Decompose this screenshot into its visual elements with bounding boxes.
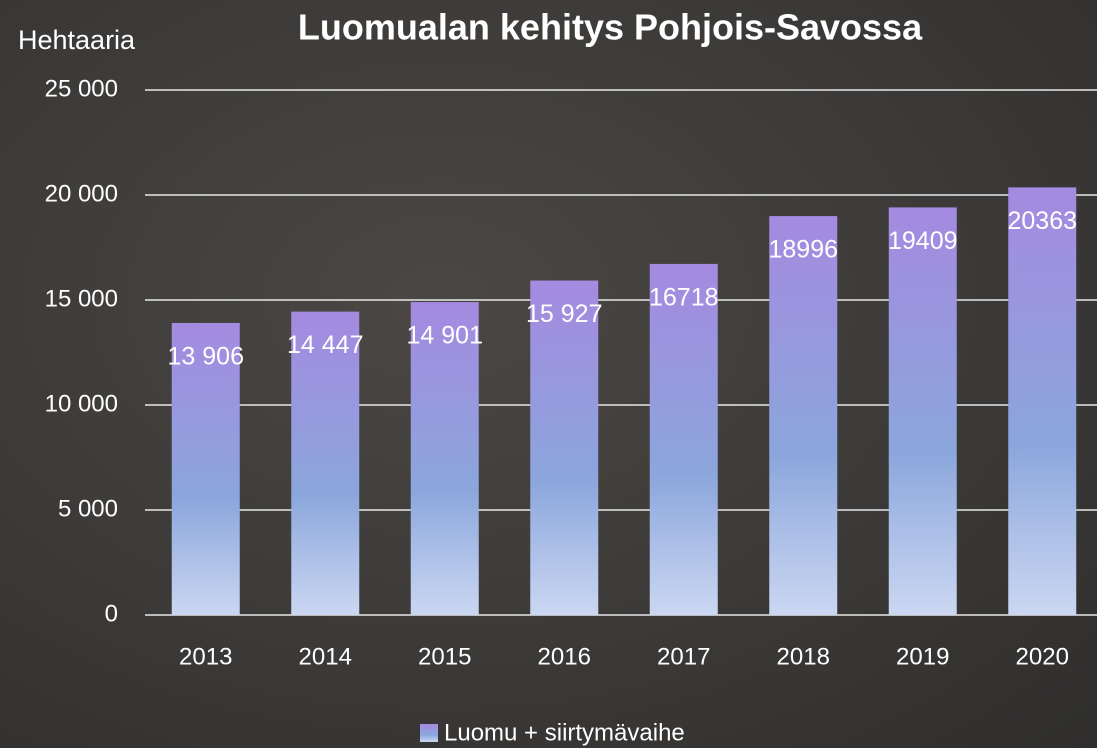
bar <box>410 302 479 615</box>
legend-label: Luomu + siirtymävaihe <box>444 719 685 746</box>
y-tick-label: 0 <box>105 600 118 627</box>
data-label: 15 927 <box>526 300 602 328</box>
data-label: 19409 <box>888 227 958 255</box>
bar <box>1008 187 1077 615</box>
legend-swatch <box>420 724 438 742</box>
legend: Luomu + siirtymävaihe <box>420 719 685 746</box>
bar <box>649 263 718 615</box>
x-tick-label: 2020 <box>1016 643 1069 670</box>
data-label: 13 906 <box>168 343 244 371</box>
bar <box>769 216 838 616</box>
data-label: 18996 <box>768 236 838 264</box>
y-tick-label: 20 000 <box>45 180 118 207</box>
x-tick-label: 2018 <box>777 643 830 670</box>
x-tick-label: 2017 <box>657 643 710 670</box>
chart-title: Luomualan kehitys Pohjois-Savossa <box>298 7 923 48</box>
y-tick-label: 25 000 <box>45 75 118 102</box>
y-tick-label: 5 000 <box>58 495 118 522</box>
x-tick-label: 2013 <box>179 643 232 670</box>
y-axis-label: Hehtaaria <box>18 25 136 55</box>
bar <box>530 280 599 615</box>
data-label: 14 901 <box>407 322 483 350</box>
data-label: 20363 <box>1007 207 1077 235</box>
y-tick-label: 10 000 <box>45 390 118 417</box>
data-label: 14 447 <box>287 331 363 359</box>
bar <box>888 207 957 615</box>
x-tick-label: 2015 <box>418 643 471 670</box>
y-tick-label: 15 000 <box>45 285 118 312</box>
x-tick-label: 2014 <box>299 643 352 670</box>
bar <box>171 322 240 615</box>
data-label: 16718 <box>649 284 719 312</box>
x-tick-label: 2016 <box>538 643 591 670</box>
x-tick-label: 2019 <box>896 643 949 670</box>
bar <box>291 311 360 615</box>
